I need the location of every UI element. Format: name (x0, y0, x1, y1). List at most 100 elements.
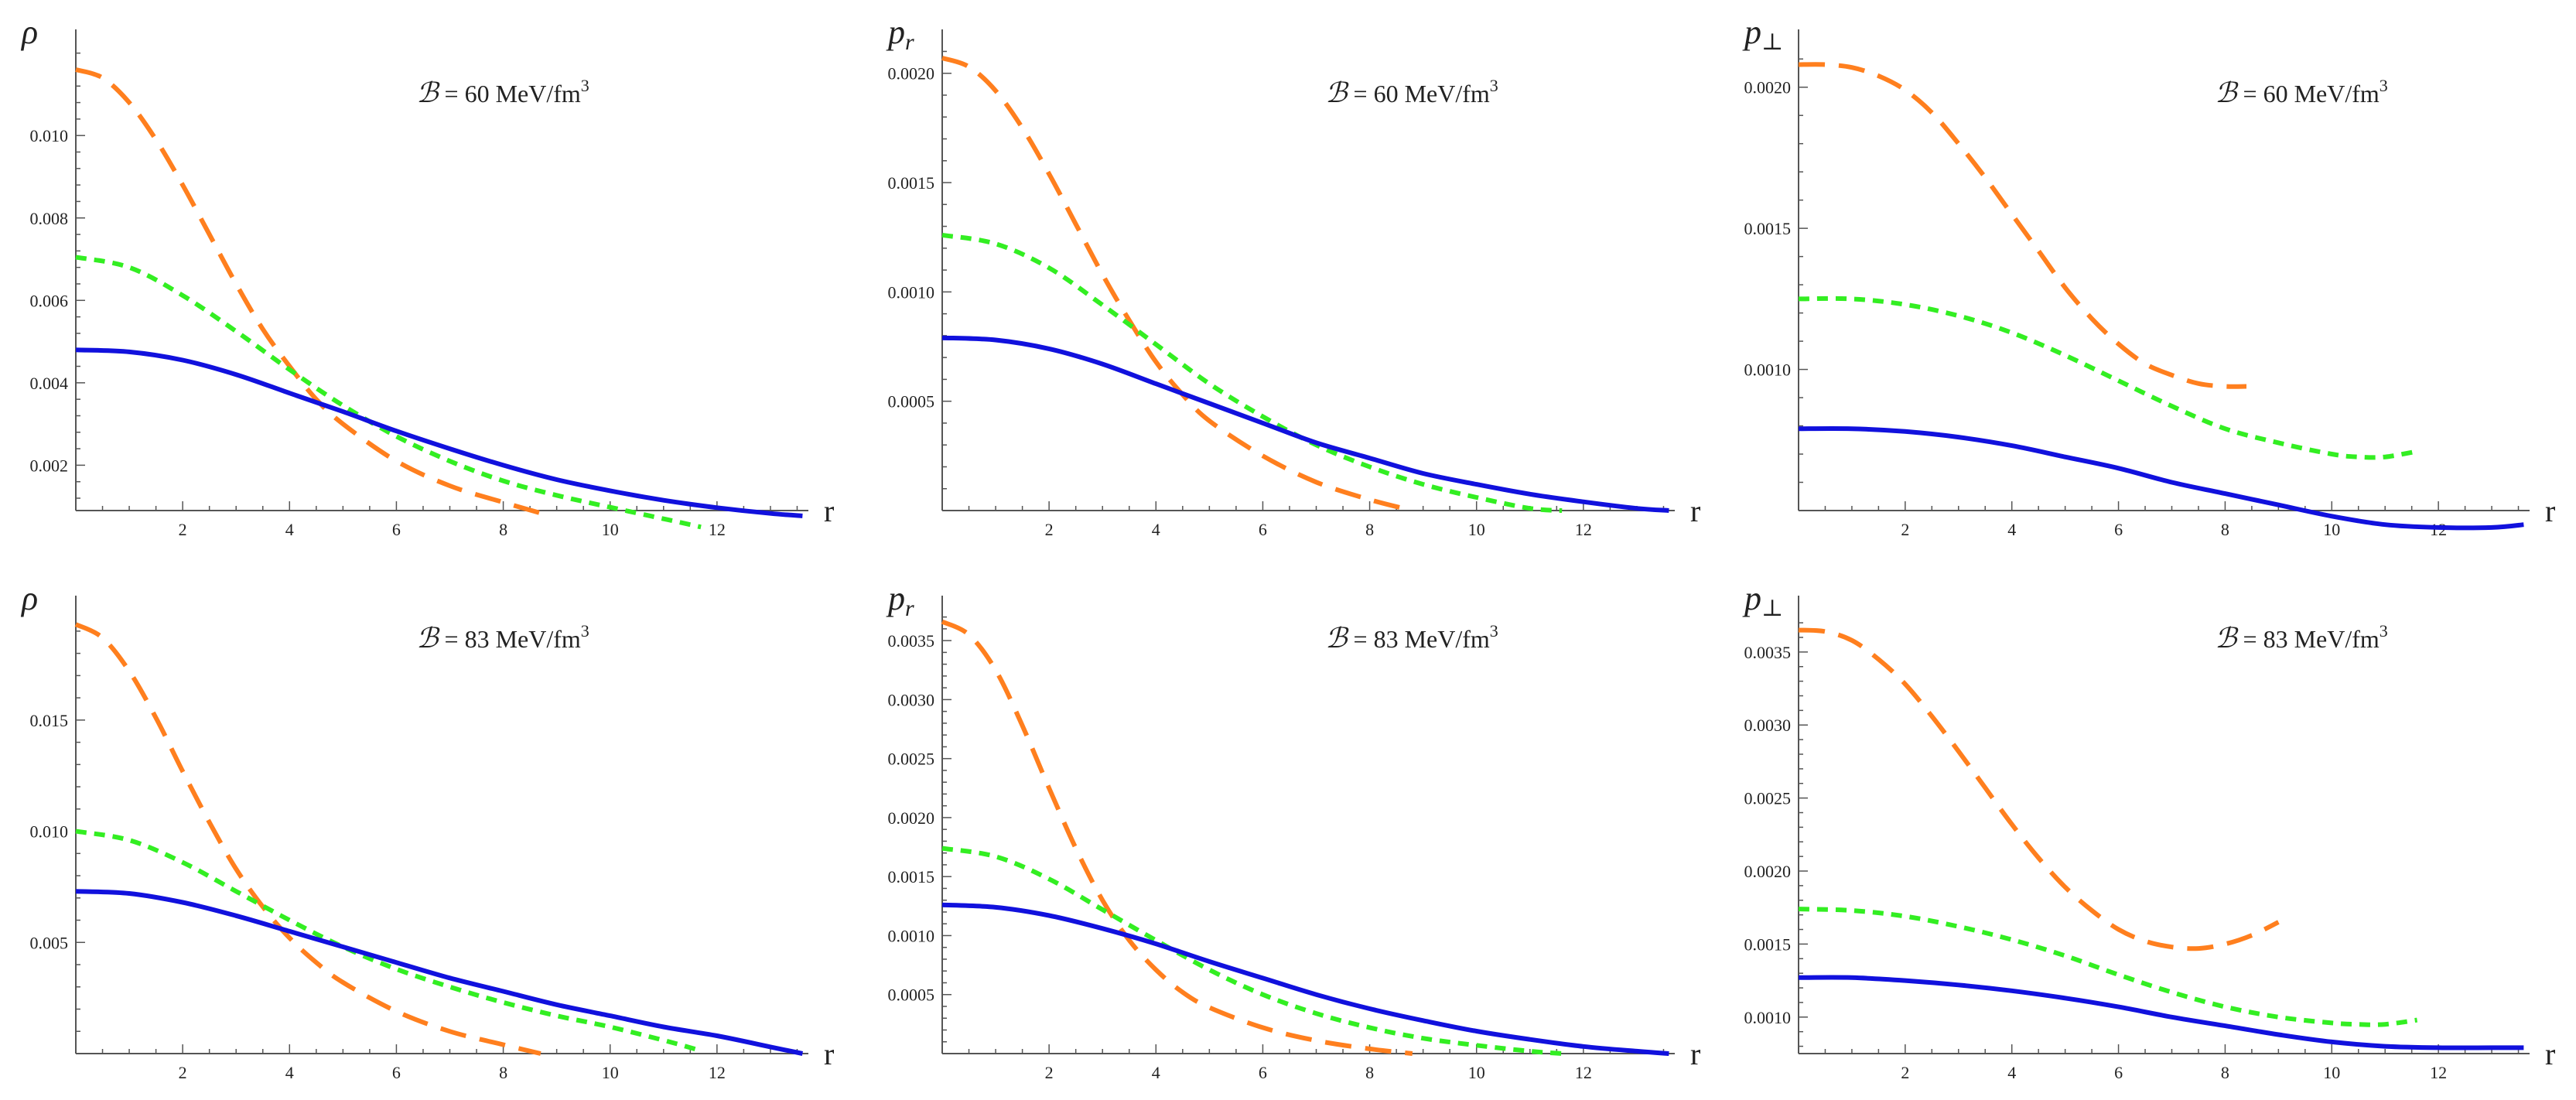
y-tick-label: 0.0025 (1744, 789, 1792, 808)
x-tick-label: 6 (1259, 520, 1267, 539)
y-tick-label: 0.0030 (888, 690, 935, 709)
series-line-short-dashed (75, 828, 697, 1052)
panel-pr-83: 2 4 6 8 10 12 0.0005 0.0010 0.0015 0.0020 0.0025 0.… (886, 579, 1700, 1082)
x-axis-label: r (1690, 494, 1700, 528)
x-tick-label: 6 (2114, 1063, 2123, 1082)
y-tick-label: 0.010 (30, 822, 69, 842)
x-axis-label: r (2545, 1037, 2555, 1071)
x-tick-label: 10 (602, 520, 619, 539)
y-tick-label: 0.0010 (1744, 1008, 1792, 1027)
y-tick-label: 0.004 (30, 374, 69, 393)
x-tick-label: 12 (2430, 1063, 2447, 1082)
x-tick-label: 2 (1901, 520, 1909, 539)
series-line-solid (75, 347, 803, 518)
y-tick-label: 0.0020 (1744, 78, 1792, 97)
series-line-short-dashed (1798, 907, 2418, 1027)
y-tick-label: 0.0015 (1744, 219, 1792, 238)
x-axis-label: r (2545, 494, 2555, 528)
x-tick-label: 4 (285, 1063, 294, 1082)
x-tick-label: 8 (2221, 1063, 2229, 1082)
x-tick-label: 10 (2323, 520, 2340, 539)
series-line-solid (1798, 425, 2524, 531)
x-tick-label: 12 (1575, 520, 1592, 539)
y-axis-label: pr (886, 13, 914, 55)
y-tick-label: 0.005 (30, 933, 69, 952)
x-tick-label: 10 (602, 1063, 619, 1082)
series-line-solid (1798, 975, 2524, 1050)
bag-constant-annotation: ℬ = 83 MeV/fm3 (2215, 621, 2388, 654)
x-tick-label: 6 (2114, 520, 2123, 539)
x-tick-label: 10 (1468, 520, 1485, 539)
y-tick-label: 0.0005 (888, 392, 935, 412)
bag-constant-annotation: ℬ = 60 MeV/fm3 (416, 76, 589, 108)
y-axis-label: p⊥ (1742, 13, 1783, 55)
bag-constant-annotation: ℬ = 60 MeV/fm3 (1325, 76, 1498, 108)
y-tick-label: 0.008 (30, 209, 69, 228)
y-tick-label: 0.0010 (1744, 360, 1792, 380)
x-tick-label: 10 (1468, 1063, 1485, 1082)
y-tick-label: 0.0035 (1744, 643, 1792, 662)
series-line-long-dashed (75, 67, 547, 518)
series-line-solid (941, 335, 1669, 513)
y-axis-label-subscript: r (905, 29, 914, 55)
series-line-long-dashed (1798, 627, 2280, 951)
x-tick-label: 2 (1901, 1063, 1909, 1082)
x-tick-label: 4 (2007, 1063, 2016, 1082)
panel-rho-83: 2 4 6 8 10 12 0.005 0.010 0.015 ρ r ℬ = 83 MeV/fm3 (20, 579, 834, 1082)
panel-pperp-83: 2 4 6 8 10 12 0.0010 0.0015 0.0020 0.0025 0.0030 0.… (1742, 579, 2555, 1082)
series-line-solid (941, 902, 1669, 1056)
x-tick-label: 4 (285, 520, 294, 539)
series-line-solid (75, 889, 803, 1056)
x-tick-label: 4 (1152, 520, 1160, 539)
y-tick-label: 0.0015 (888, 867, 935, 886)
bag-constant-annotation: ℬ = 60 MeV/fm3 (2215, 76, 2388, 108)
series-line-long-dashed (74, 622, 542, 1056)
y-axis-label-subscript: ⊥ (1761, 596, 1783, 621)
series-line-short-dashed (75, 255, 702, 530)
x-tick-label: 10 (2323, 1063, 2340, 1082)
y-tick-label: 0.0010 (888, 926, 935, 945)
x-tick-label: 6 (392, 520, 401, 539)
y-axis-label: ρ (20, 579, 38, 617)
y-tick-label: 0.0020 (888, 64, 935, 84)
y-tick-label: 0.0010 (888, 282, 935, 302)
x-tick-label: 2 (1045, 520, 1054, 539)
x-tick-label: 4 (2007, 520, 2016, 539)
series-line-long-dashed (941, 56, 1413, 513)
y-axis-label-subscript: ⊥ (1761, 29, 1783, 55)
x-tick-label: 12 (709, 1063, 726, 1082)
x-tick-label: 2 (179, 1063, 187, 1082)
y-tick-label: 0.0015 (1744, 934, 1792, 954)
y-axis-label: ρ (20, 13, 38, 51)
series-line-short-dashed (1798, 295, 2418, 460)
y-tick-label: 0.0020 (1744, 862, 1792, 881)
x-tick-label: 8 (1365, 520, 1374, 539)
x-tick-label: 2 (1045, 1063, 1054, 1082)
x-tick-label: 6 (392, 1063, 401, 1082)
x-tick-label: 8 (1365, 1063, 1374, 1082)
x-axis-label: r (824, 494, 834, 528)
x-tick-label: 8 (499, 520, 507, 539)
x-axis-label: r (1690, 1037, 1700, 1071)
x-tick-label: 4 (1152, 1063, 1160, 1082)
x-tick-label: 8 (499, 1063, 507, 1082)
bag-constant-annotation: ℬ = 83 MeV/fm3 (416, 621, 589, 654)
y-axis-label: pr (886, 579, 914, 621)
x-tick-label: 2 (179, 520, 187, 539)
x-tick-label: 6 (1259, 1063, 1267, 1082)
x-tick-label: 12 (709, 520, 726, 539)
panel-rho-60: 2 4 6 8 10 12 0.002 0.004 0.006 0.008 0.010 ρ r ℬ = 6… (20, 13, 834, 539)
y-tick-label: 0.0035 (888, 631, 935, 651)
y-axis-label-subscript: r (905, 596, 914, 621)
x-tick-label: 8 (2221, 520, 2229, 539)
series-line-long-dashed (941, 619, 1413, 1056)
series-line-short-dashed (941, 845, 1563, 1056)
y-tick-label: 0.015 (30, 711, 69, 730)
y-tick-label: 0.002 (30, 456, 69, 475)
bag-constant-annotation: ℬ = 83 MeV/fm3 (1325, 621, 1498, 654)
y-axis-label: p⊥ (1742, 579, 1783, 621)
y-tick-label: 0.0015 (888, 173, 935, 193)
